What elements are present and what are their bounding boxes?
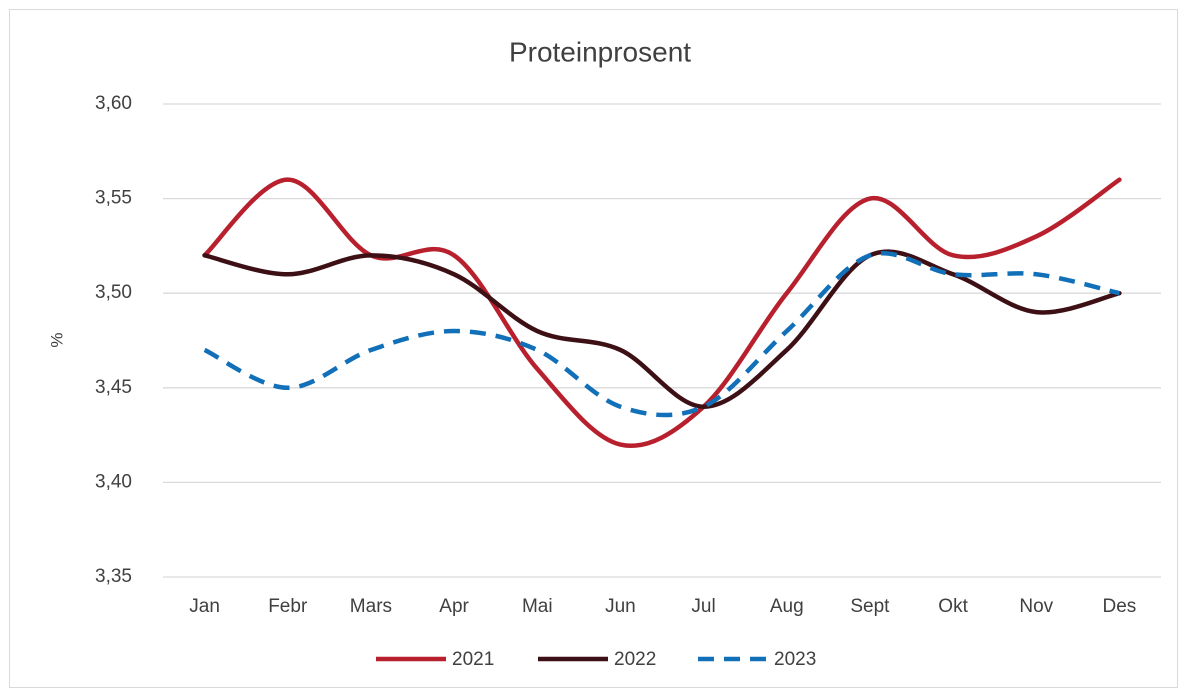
y-tick-label: 3,45 [95,377,132,398]
series-line [203,251,1120,418]
y-tick-label: 3,50 [95,282,132,303]
x-tick-label: Nov [1019,596,1053,617]
chart-border [9,9,1178,688]
x-tick-label: Des [1103,596,1137,617]
x-tick-label: Aug [770,596,804,617]
y-axis-label: % [47,332,66,347]
legend-label: 2022 [614,649,656,670]
legend-label: 2021 [452,649,494,670]
x-tick-label: Sept [850,596,890,617]
x-tick-label: Febr [268,596,308,617]
legend-label: 2023 [774,649,816,670]
y-tick-label: 3,35 [95,566,132,587]
y-tick-label: 3,40 [95,471,132,492]
x-tick-label: Jun [605,596,636,617]
x-tick-label: Jan [189,596,220,617]
series-line [202,177,1122,448]
x-tick-label: Okt [938,596,968,617]
x-tick-label: Mars [350,596,392,617]
x-tick-label: Mai [522,596,553,617]
y-tick-label: 3,55 [95,188,132,209]
chart-title: Proteinprosent [509,36,691,67]
y-tick-label: 3,60 [95,93,132,114]
x-tick-label: Jul [691,596,715,617]
series-line [202,249,1122,409]
x-tick-label: Apr [439,596,469,617]
